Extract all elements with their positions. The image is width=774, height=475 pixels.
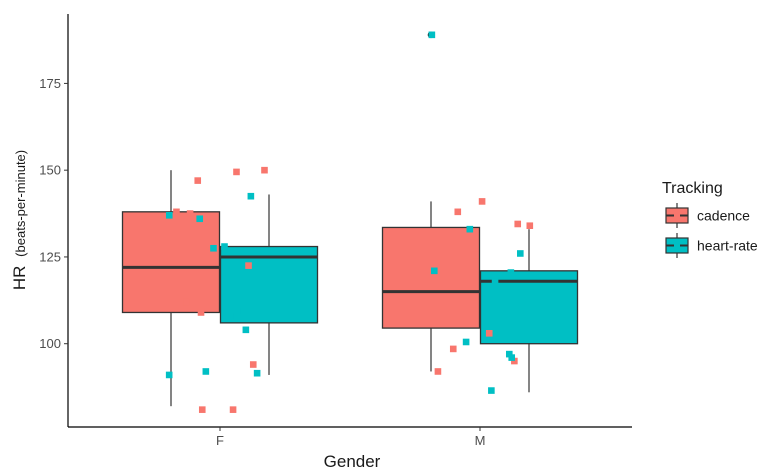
point-cadence	[485, 329, 493, 337]
point-cadence	[526, 222, 534, 230]
point-heart-rate	[233, 307, 241, 315]
point-cadence	[471, 251, 479, 259]
point-cadence	[434, 368, 442, 375]
point-cadence	[454, 208, 462, 216]
point-cadence	[245, 262, 252, 269]
point-cadence	[470, 300, 478, 308]
legend-key-point	[674, 242, 680, 249]
point-heart-rate	[515, 333, 523, 341]
point-heart-rate	[507, 269, 515, 276]
point-heart-rate	[210, 244, 217, 252]
box-heart-rate-F	[219, 194, 319, 375]
box-cadence-M	[381, 31, 481, 372]
legend-label: cadence	[697, 208, 750, 224]
point-cadence	[183, 298, 190, 306]
y-axis: 100 125 150 175	[39, 14, 69, 427]
point-cadence	[478, 198, 486, 205]
point-heart-rate	[462, 338, 470, 346]
legend-label: heart-rate	[697, 238, 758, 254]
legend-title: Tracking	[662, 180, 723, 197]
legend: Tracking cadence heart-rate	[662, 180, 758, 258]
y-tick-label: 125	[39, 249, 61, 264]
y-axis-title: HR (beats-per-minute)	[10, 150, 29, 290]
boxes	[121, 31, 579, 407]
point-cadence	[186, 210, 194, 217]
point-cadence	[197, 309, 205, 316]
x-tick-label: F	[216, 433, 224, 448]
legend-key-point	[674, 212, 680, 219]
point-cadence	[449, 345, 457, 353]
point-cadence	[261, 166, 268, 174]
point-heart-rate	[491, 277, 499, 285]
point-heart-rate	[517, 250, 524, 257]
point-heart-rate	[242, 326, 250, 334]
y-tick-label: 175	[39, 76, 61, 91]
x-tick-label: M	[475, 433, 486, 448]
box-heart-rate-M	[479, 229, 579, 393]
point-heart-rate	[165, 211, 173, 219]
jitter-points	[165, 31, 534, 413]
legend-item-heart-rate: heart-rate	[665, 233, 758, 258]
point-cadence	[229, 406, 237, 413]
y-tick-label: 150	[39, 163, 61, 178]
point-heart-rate	[165, 371, 173, 379]
legend-item-cadence: cadence	[665, 203, 750, 228]
box-cadence-F	[121, 170, 221, 407]
point-cadence	[173, 208, 180, 216]
point-heart-rate	[253, 369, 261, 377]
point-heart-rate	[247, 192, 255, 200]
box-iqr	[381, 226, 481, 329]
y-tick-label: 100	[39, 336, 61, 351]
point-cadence	[514, 220, 522, 228]
point-cadence	[511, 357, 518, 365]
point-cadence	[194, 177, 202, 184]
point-heart-rate	[508, 354, 516, 361]
point-heart-rate	[505, 350, 513, 358]
box-iqr	[121, 211, 221, 314]
point-heart-rate	[227, 312, 234, 320]
y-axis-title-sub: (beats-per-minute)	[13, 150, 28, 257]
y-axis-title-main: HR	[10, 266, 29, 291]
x-axis-title: Gender	[324, 452, 381, 471]
point-heart-rate	[488, 387, 495, 394]
point-heart-rate	[196, 215, 204, 223]
point-cadence	[198, 406, 206, 413]
point-heart-rate	[430, 267, 438, 275]
point-cadence	[249, 361, 257, 368]
point-heart-rate	[202, 368, 210, 375]
point-heart-rate	[466, 225, 474, 233]
point-heart-rate	[428, 31, 436, 39]
point-cadence	[233, 168, 240, 176]
point-heart-rate	[221, 243, 228, 250]
